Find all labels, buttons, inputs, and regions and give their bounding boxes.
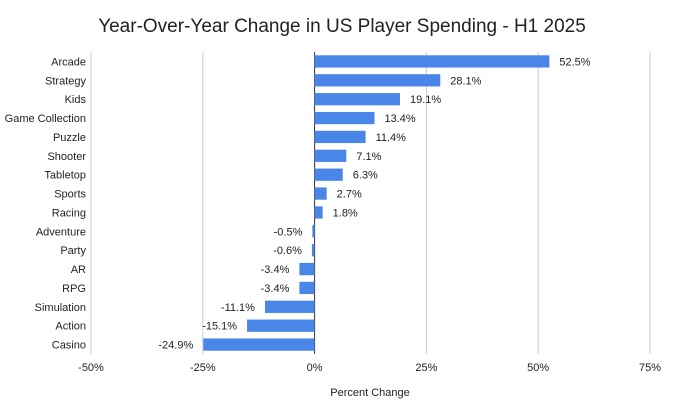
x-axis-label: Percent Change	[330, 387, 410, 399]
x-tick-label: 75%	[639, 362, 661, 374]
value-label: -11.1%	[221, 302, 255, 314]
x-tick-label: -25%	[190, 362, 216, 374]
bars	[203, 55, 550, 351]
chart-title: Year-Over-Year Change in US Player Spend…	[98, 16, 586, 37]
value-label: 6.3%	[353, 170, 378, 182]
bar	[314, 206, 323, 219]
category-label: Shooter	[47, 151, 86, 163]
category-label: Strategy	[45, 75, 86, 87]
bar	[314, 111, 375, 125]
category-label: Simulation	[35, 302, 86, 314]
bar	[203, 338, 315, 351]
value-label: 13.4%	[385, 113, 416, 125]
category-label: Casino	[52, 340, 86, 352]
bar	[247, 319, 315, 332]
category-label: Party	[60, 245, 86, 257]
category-label: Puzzle	[53, 132, 86, 144]
category-label: Action	[55, 321, 86, 333]
value-label: 7.1%	[356, 151, 381, 163]
value-label: 52.5%	[559, 56, 590, 68]
value-label: 2.7%	[337, 189, 362, 201]
category-label: RPG	[62, 283, 86, 295]
value-label: -3.4%	[261, 283, 290, 295]
bar	[314, 130, 366, 144]
category-label: Racing	[52, 207, 86, 219]
value-label: -0.5%	[274, 226, 303, 238]
bar	[299, 262, 315, 276]
bar	[311, 244, 315, 257]
value-label: 1.8%	[333, 207, 358, 219]
value-labels: 52.5% 28.1% 19.1% 13.4% 11.4% 7.1% 6.3% 2.7% 1.8…	[158, 56, 590, 351]
category-label: Game Collection	[5, 113, 86, 125]
bar	[314, 74, 441, 87]
bar	[314, 149, 347, 162]
bar	[314, 93, 401, 106]
category-label: Sports	[54, 189, 86, 201]
value-label: -15.1%	[202, 321, 237, 333]
bar	[264, 300, 315, 313]
value-label: -0.6%	[273, 245, 302, 257]
x-tick-labels: -50% -25% 0% 25% 50% 75%	[78, 362, 661, 374]
x-tick-label: 0%	[307, 362, 323, 374]
value-label: 11.4%	[376, 132, 407, 144]
x-tick-label: 25%	[415, 362, 437, 374]
value-label: -3.4%	[261, 264, 290, 276]
bar	[314, 168, 343, 181]
value-label: 19.1%	[410, 94, 441, 106]
x-tick-label: -50%	[78, 362, 104, 374]
category-labels: Arcade Strategy Kids Game Collection Puzzle S…	[5, 56, 87, 351]
value-label: -24.9%	[158, 340, 193, 352]
x-tick-label: 50%	[527, 362, 549, 374]
bar	[314, 187, 327, 200]
category-label: Adventure	[36, 226, 86, 238]
category-label: Tabletop	[44, 170, 86, 182]
value-label: 28.1%	[450, 75, 481, 87]
category-label: AR	[71, 264, 86, 276]
bar	[299, 281, 315, 295]
category-label: Kids	[65, 94, 87, 106]
bar	[312, 225, 315, 238]
category-label: Arcade	[51, 56, 86, 68]
bar	[314, 55, 550, 68]
